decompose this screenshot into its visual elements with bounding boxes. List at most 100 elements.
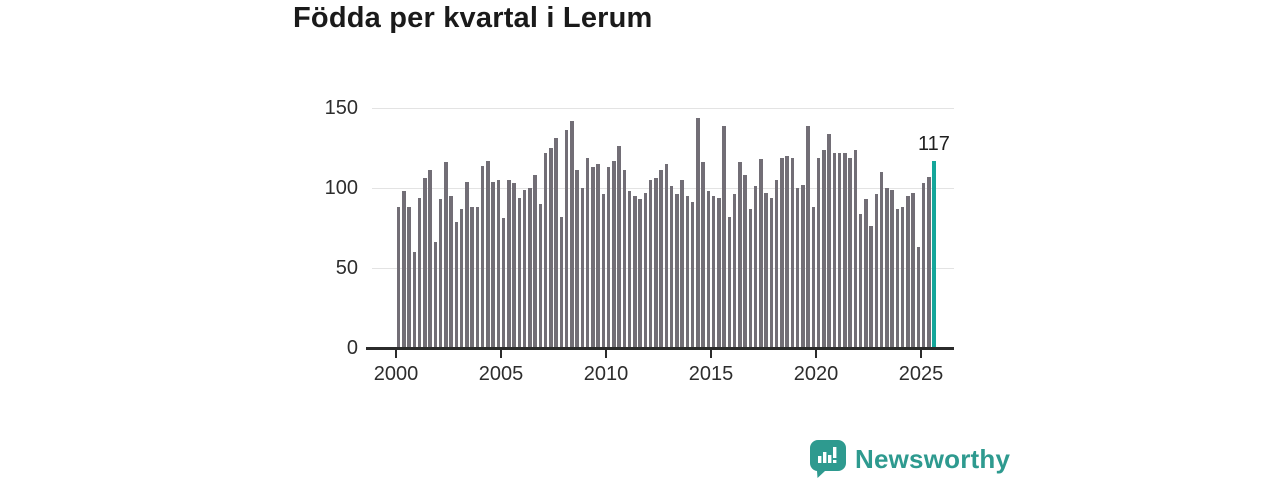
bar [816, 157, 821, 348]
bar [564, 130, 569, 348]
bar [759, 159, 763, 348]
bar [785, 156, 789, 348]
bar [811, 207, 816, 348]
bar [869, 226, 873, 348]
bar [764, 192, 768, 348]
bar [559, 216, 564, 348]
bar [906, 196, 910, 348]
bar [916, 247, 921, 348]
bar [890, 189, 894, 348]
bar [570, 120, 574, 348]
bar [837, 152, 842, 348]
x-axis-tick-label: 2015 [688, 363, 734, 385]
bar [853, 149, 858, 348]
bar [722, 125, 726, 348]
bar [449, 196, 453, 348]
bar [717, 197, 721, 348]
bar [879, 172, 884, 348]
bar [585, 157, 590, 348]
bar [407, 207, 411, 348]
x-axis-tick-label: 2005 [478, 363, 524, 385]
newsworthy-logo[interactable]: Newsworthy [809, 440, 1010, 478]
bar [486, 160, 490, 348]
x-axis-line [366, 347, 954, 350]
bar [491, 181, 495, 348]
y-axis-tick-label: 100 [324, 177, 358, 199]
bar [885, 188, 889, 348]
bar [822, 149, 826, 348]
bar [927, 176, 931, 348]
bar [612, 160, 616, 348]
x-axis-tick-label: 2025 [898, 363, 944, 385]
bar [738, 162, 742, 348]
bar [648, 180, 653, 348]
bar [480, 165, 485, 348]
bar [864, 199, 868, 348]
gridline [372, 268, 954, 269]
x-axis-tick [815, 350, 817, 358]
bar [638, 199, 642, 348]
bar [711, 196, 716, 348]
bar [806, 125, 810, 348]
bar [664, 164, 669, 348]
bar [601, 194, 606, 348]
x-axis-tick [605, 350, 607, 358]
bar [496, 180, 501, 348]
x-axis-tick [500, 350, 502, 358]
newsworthy-bubble-chart-icon [809, 440, 846, 478]
x-axis-tick-label: 2020 [793, 363, 839, 385]
bar [732, 194, 737, 348]
bar [554, 138, 558, 348]
x-axis-tick-label: 2010 [583, 363, 629, 385]
bar [874, 194, 879, 348]
bar [706, 191, 711, 348]
bar [591, 167, 595, 348]
bar [685, 196, 690, 348]
bar [596, 164, 600, 348]
bar [690, 202, 695, 348]
bar [622, 170, 627, 348]
bar [795, 188, 800, 348]
bar [627, 191, 632, 348]
bar [575, 170, 579, 348]
highlighted-bar [932, 160, 936, 348]
bar [507, 180, 511, 348]
bar [727, 216, 732, 348]
bar [606, 167, 611, 348]
y-axis-tick-label: 150 [324, 97, 358, 119]
bar [475, 207, 480, 348]
bar [832, 152, 837, 348]
bar [402, 191, 406, 348]
bar [470, 207, 474, 348]
bar [501, 218, 506, 348]
x-axis-tick [395, 350, 397, 358]
bar [522, 189, 527, 348]
bar [643, 192, 648, 348]
bar [438, 199, 443, 348]
bar [538, 204, 543, 348]
x-axis-tick [920, 350, 922, 358]
bar [617, 146, 621, 348]
bar [512, 183, 516, 348]
bar [543, 152, 548, 348]
bar [900, 207, 905, 348]
bar [654, 178, 658, 348]
last-value-label: 117 [918, 133, 950, 155]
bar [801, 184, 805, 348]
bar [911, 192, 915, 348]
bar [743, 175, 747, 348]
chart-title: Födda per kvartal i Lerum [293, 2, 653, 34]
bar [533, 175, 537, 348]
bar [780, 157, 784, 348]
bar [921, 183, 926, 348]
bar [549, 148, 553, 348]
bar [396, 207, 401, 348]
bar [895, 208, 900, 348]
x-axis-tick-label: 2000 [373, 363, 419, 385]
bar [580, 188, 585, 348]
bar [444, 162, 448, 348]
bar [459, 208, 464, 348]
bar [769, 197, 774, 348]
x-axis-tick [710, 350, 712, 358]
